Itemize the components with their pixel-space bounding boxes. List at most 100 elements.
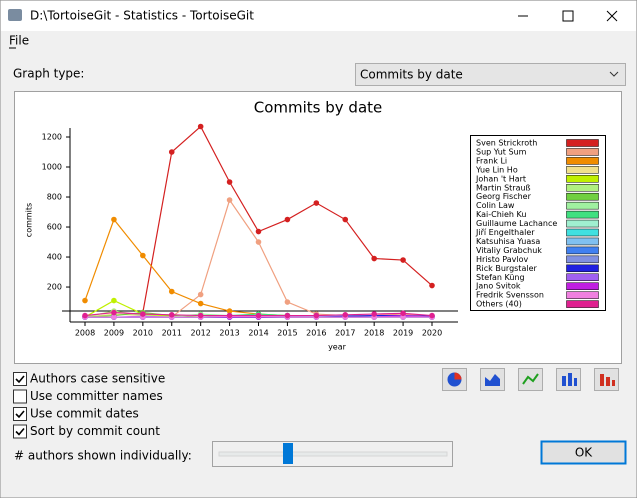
- y-tick-label: 600: [47, 223, 62, 232]
- legend-label: Jano Svitok: [475, 282, 521, 291]
- data-point: [429, 282, 435, 289]
- line-icon: [522, 373, 539, 385]
- legend-swatch: [566, 255, 599, 264]
- slider-label: # authors shown individually:: [14, 449, 192, 463]
- x-tick-label: 2017: [335, 329, 355, 338]
- legend-swatch: [566, 273, 599, 281]
- bar-icon: [600, 374, 615, 386]
- y-tick-label: 400: [47, 253, 62, 262]
- legend-label: Johan 't Hart: [475, 174, 526, 183]
- x-tick-label: 2019: [393, 329, 413, 338]
- data-point: [400, 257, 406, 263]
- x-tick-label: 2013: [219, 329, 239, 338]
- legend-label: Jiří Engelthaler: [475, 228, 535, 237]
- graph-type-dropdown[interactable]: [355, 63, 626, 86]
- maximize-button[interactable]: [562, 10, 574, 22]
- legend-label: Georg Fischer: [476, 192, 532, 201]
- data-point: [111, 309, 117, 316]
- x-tick-label: 2015: [277, 329, 297, 338]
- legend-swatch: [566, 300, 599, 308]
- data-point: [140, 252, 146, 259]
- data-point: [313, 312, 320, 319]
- data-point: [255, 312, 262, 319]
- data-point: [168, 149, 175, 155]
- checkbox-label: Sort by commit count: [30, 424, 160, 438]
- legend-swatch: [566, 228, 599, 237]
- legend-swatch: [566, 219, 599, 228]
- checkbox[interactable]: [13, 424, 27, 439]
- legend-label: Sven Strickroth: [476, 139, 537, 148]
- data-point: [168, 311, 175, 318]
- legend-swatch: [566, 282, 599, 290]
- data-point: [82, 312, 88, 319]
- x-tick-label: 2014: [248, 329, 268, 338]
- stacked-bar-icon: [562, 373, 577, 386]
- legend-swatch: [566, 166, 599, 174]
- checkbox-label: Authors case sensitive: [30, 372, 165, 386]
- slider-thumb[interactable]: [283, 443, 293, 464]
- x-tick-label: 2012: [190, 329, 210, 338]
- ok-button[interactable]: [540, 440, 627, 465]
- x-tick-label: 2020: [422, 329, 442, 338]
- legend-label: Stefan Küng: [476, 273, 525, 282]
- data-point: [226, 179, 233, 185]
- data-point: [400, 310, 406, 317]
- data-point: [371, 311, 377, 317]
- checkbox-label: Use commit dates: [30, 407, 139, 421]
- data-point: [111, 216, 117, 223]
- legend-label: Martin Strauß: [476, 183, 531, 192]
- data-point: [197, 123, 204, 130]
- menu-file[interactable]: File: [9, 34, 29, 48]
- legend-swatch: [566, 201, 599, 210]
- check-mark: [15, 410, 25, 419]
- chart-buttons: [442, 368, 619, 391]
- legend-swatch: [566, 175, 599, 183]
- data-point: [197, 300, 204, 307]
- title-bar: [1, 1, 636, 31]
- data-point: [226, 308, 233, 314]
- data-point: [371, 255, 377, 262]
- data-point: [313, 200, 320, 206]
- graph-type-label: Graph type:: [13, 67, 84, 81]
- legend-swatch: [566, 157, 599, 165]
- data-point: [82, 297, 88, 304]
- y-axis-label: commits: [25, 203, 34, 237]
- x-tick-label: 2011: [162, 329, 182, 338]
- data-point: [226, 312, 233, 319]
- data-point: [342, 216, 349, 223]
- legend-swatch: [566, 184, 599, 192]
- legend-swatch: [566, 246, 599, 255]
- legend-swatch: [566, 291, 599, 299]
- x-tick-label: 2009: [104, 329, 124, 338]
- legend-label: Kai-Chieh Ku: [476, 210, 526, 219]
- legend-label: Yue Lin Ho: [475, 165, 518, 174]
- data-point: [429, 312, 435, 319]
- legend-label: Sup Yut Sum: [476, 147, 527, 156]
- x-tick-label: 2010: [133, 329, 153, 338]
- data-point: [284, 216, 291, 223]
- legend-label: Hristo Pavlov: [476, 255, 528, 264]
- close-button[interactable]: [606, 10, 618, 22]
- legend-label: Guillaume Lachance: [476, 219, 557, 228]
- checkbox[interactable]: [13, 407, 27, 421]
- checkbox-label: Use committer names: [30, 389, 163, 403]
- data-point: [168, 288, 175, 295]
- slider-track[interactable]: [218, 451, 448, 457]
- legend-label: Rick Burgstaler: [476, 264, 537, 273]
- area-icon: [485, 374, 500, 386]
- checkbox[interactable]: [13, 389, 27, 404]
- legend-swatch: [566, 148, 599, 156]
- app-icon: [8, 9, 22, 21]
- checkbox[interactable]: [13, 372, 27, 386]
- y-tick-label: 800: [47, 193, 62, 202]
- x-axis-label: year: [328, 343, 347, 352]
- legend-label: Frank Li: [476, 156, 507, 165]
- data-point: [342, 311, 349, 318]
- chart-title: Commits by date: [254, 99, 383, 117]
- legend-label: Others (40): [476, 300, 522, 309]
- check-mark: [15, 375, 25, 384]
- legend-swatch: [566, 139, 599, 147]
- data-point: [197, 291, 204, 298]
- legend-swatch: [566, 237, 599, 246]
